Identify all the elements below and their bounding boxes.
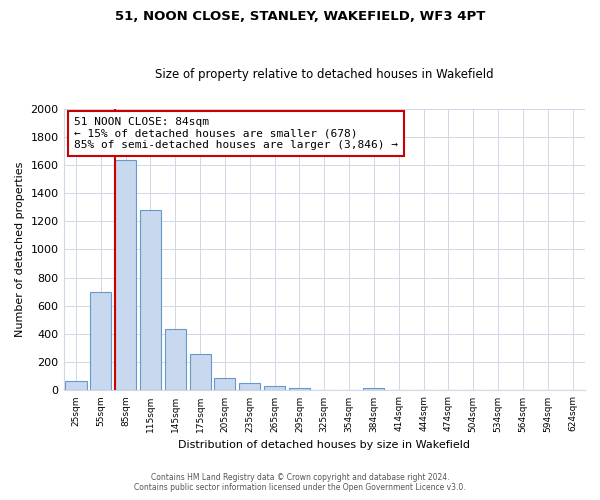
X-axis label: Distribution of detached houses by size in Wakefield: Distribution of detached houses by size …: [178, 440, 470, 450]
Text: 51 NOON CLOSE: 84sqm
← 15% of detached houses are smaller (678)
85% of semi-deta: 51 NOON CLOSE: 84sqm ← 15% of detached h…: [74, 117, 398, 150]
Bar: [90, 292, 112, 390]
Text: Contains HM Land Registry data © Crown copyright and database right 2024.
Contai: Contains HM Land Registry data © Crown c…: [134, 473, 466, 492]
Bar: [239, 384, 260, 390]
Bar: [115, 160, 136, 390]
Bar: [165, 329, 186, 390]
Bar: [190, 354, 211, 390]
Bar: [264, 386, 285, 390]
Bar: [289, 388, 310, 390]
Bar: [214, 378, 235, 390]
Text: 51, NOON CLOSE, STANLEY, WAKEFIELD, WF3 4PT: 51, NOON CLOSE, STANLEY, WAKEFIELD, WF3 …: [115, 10, 485, 23]
Bar: [65, 382, 86, 390]
Y-axis label: Number of detached properties: Number of detached properties: [15, 162, 25, 337]
Title: Size of property relative to detached houses in Wakefield: Size of property relative to detached ho…: [155, 68, 494, 81]
Bar: [364, 388, 385, 390]
Bar: [140, 210, 161, 390]
